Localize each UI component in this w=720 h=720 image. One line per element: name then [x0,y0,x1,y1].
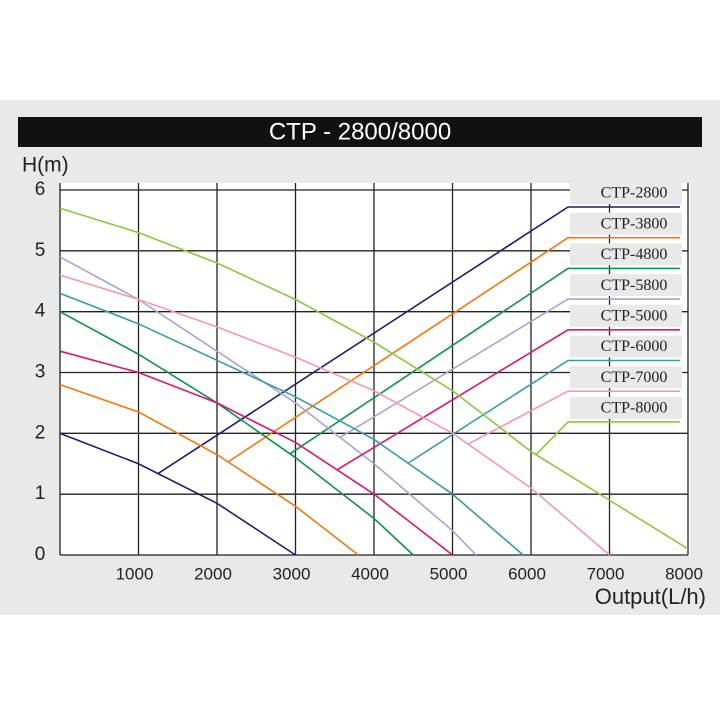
series-line [59,207,689,550]
legend-label-bg [570,335,682,358]
series-line [59,274,611,556]
x-tick-label: 6000 [508,564,546,583]
y-tick-label: 5 [35,240,46,261]
x-tick-label: 1000 [116,564,154,583]
legend-label-bg [570,182,682,204]
legend-label-bg [570,274,682,297]
legend-label: CTP-3800 [601,215,668,232]
legend-callout [289,267,680,455]
legend-label-bg [570,243,682,266]
legend-label: CTP-8000 [601,400,668,417]
legend-label-bg [570,396,682,419]
y-axis-label: H(m) [22,154,69,177]
legend-callout [339,298,680,439]
x-tick-label: 8000 [665,564,703,583]
x-axis-label: Output(L/h) [595,584,706,609]
series-line [59,292,524,556]
x-tick-label: 3000 [273,564,311,583]
title-bar [18,117,702,147]
y-tick-label: 3 [35,362,46,383]
legend-label: CTP-5000 [601,307,668,324]
legend-callout [157,206,680,475]
x-tick-label: 5000 [430,564,468,583]
y-tick-label: 4 [35,301,46,322]
x-tick-label: 4000 [351,564,389,583]
x-tick-label: 7000 [587,564,625,583]
legend-label: CTP-6000 [601,338,668,355]
legend-label: CTP-4800 [601,246,668,263]
y-tick-label: 1 [35,483,46,504]
legend-callout [467,390,680,445]
legend-callout [227,236,680,463]
x-tick-label: 2000 [194,564,232,583]
legend-label-bg [570,366,682,389]
legend-label-bg [570,212,682,235]
chart-title: CTP - 2800/8000 [269,118,451,145]
legend-label: CTP-2800 [601,185,668,202]
legend-callout [535,421,680,456]
legend-callout [336,329,680,471]
legend-label: CTP-7000 [601,369,668,386]
y-tick-label: 2 [35,422,46,443]
series-line [59,432,296,556]
series-line [59,383,359,556]
y-tick-label: 6 [35,179,46,200]
legend-callout [407,359,680,464]
series-line [59,350,453,556]
y-tick-label: 0 [35,544,46,565]
series-line [59,310,414,556]
legend-label: CTP-5800 [601,277,668,294]
legend-label-bg [570,304,682,327]
